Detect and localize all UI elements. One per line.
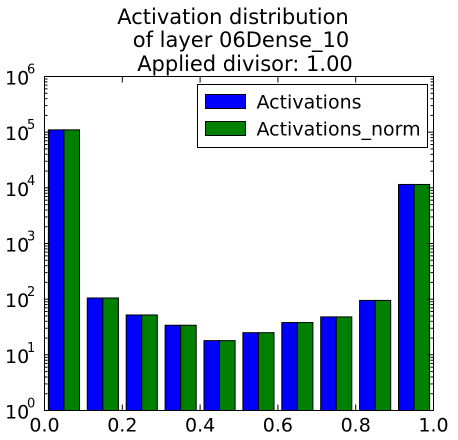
title-line-1: Activation distribution (117, 5, 348, 29)
title-line-3: Applied divisor: 1.00 (137, 52, 353, 76)
x-axis-tick-labels: 0.0 0.2 0.4 0.6 0.8 1.0 (29, 415, 448, 437)
bar-activations-bin-2 (125, 314, 143, 411)
y-tick-exponent: 1 (27, 341, 35, 356)
y-tick-base: 10 (5, 290, 29, 312)
x-tick-label: 1.0 (418, 415, 448, 437)
bar-activations-bin-4 (203, 340, 221, 412)
y-tick-label: 104 (5, 174, 35, 201)
bar-activations-norm-bin-5 (257, 332, 275, 411)
legend-label: Activations (257, 92, 362, 114)
y-tick-base: 10 (5, 346, 29, 368)
bar-activations-norm-bin-1 (102, 297, 119, 411)
y-tick-label: 102 (5, 285, 35, 312)
x-tick-label: 0.4 (185, 415, 215, 437)
x-tick-label: 0.2 (107, 415, 137, 437)
y-tick-exponent: 4 (27, 174, 35, 189)
y-tick-exponent: 0 (27, 397, 35, 412)
bar-activations-norm-bin-6 (296, 322, 314, 411)
legend-swatch (205, 94, 246, 109)
y-tick-label: 106 (5, 63, 35, 90)
bar-activations-norm-bin-3 (180, 324, 197, 412)
bar-activations-norm-bin-0 (63, 129, 81, 411)
bar-activations-bin-6 (281, 322, 298, 411)
bar-activations-bin-9 (397, 183, 415, 411)
axis-ticks (44, 76, 434, 411)
y-tick-exponent: 5 (27, 118, 35, 133)
legend-label: Activations_norm (257, 119, 421, 141)
title-line-2: of layer 06Dense_10 (133, 28, 349, 53)
y-tick-exponent: 6 (27, 63, 35, 78)
bar-activations-bin-5 (242, 332, 259, 411)
bar-activations-norm-bin-2 (141, 314, 158, 411)
chart-title: Activation distribution of layer 06Dense… (117, 5, 353, 76)
y-tick-label: 105 (5, 118, 35, 145)
y-tick-label: 100 (5, 397, 35, 424)
bar-activations-bin-3 (164, 324, 182, 412)
bar-activations-bin-1 (86, 297, 104, 411)
x-tick-label: 0.0 (29, 415, 59, 437)
y-tick-exponent: 3 (27, 230, 35, 245)
y-tick-base: 10 (5, 235, 29, 257)
x-tick-label: 0.8 (341, 415, 371, 437)
y-tick-base: 10 (5, 402, 29, 424)
x-tick-label: 0.6 (263, 415, 293, 437)
y-tick-base: 10 (5, 179, 29, 201)
y-tick-exponent: 2 (27, 285, 35, 300)
bar-activations-bin-7 (320, 316, 337, 412)
bar-activations-norm-bin-7 (335, 316, 353, 412)
legend: Activations Activations_norm (197, 84, 428, 148)
y-tick-base: 10 (5, 123, 29, 145)
y-tick-label: 101 (5, 341, 35, 368)
bars-group (47, 129, 431, 412)
bar-activations-norm-bin-4 (219, 340, 236, 412)
y-tick-base: 10 (5, 68, 29, 90)
bar-activations-bin-0 (47, 129, 65, 411)
y-tick-label: 103 (5, 230, 35, 257)
bar-activations-bin-8 (359, 299, 376, 411)
legend-swatch (205, 121, 246, 136)
bar-activations-norm-bin-9 (413, 183, 431, 411)
bar-activations-norm-bin-8 (374, 299, 392, 411)
